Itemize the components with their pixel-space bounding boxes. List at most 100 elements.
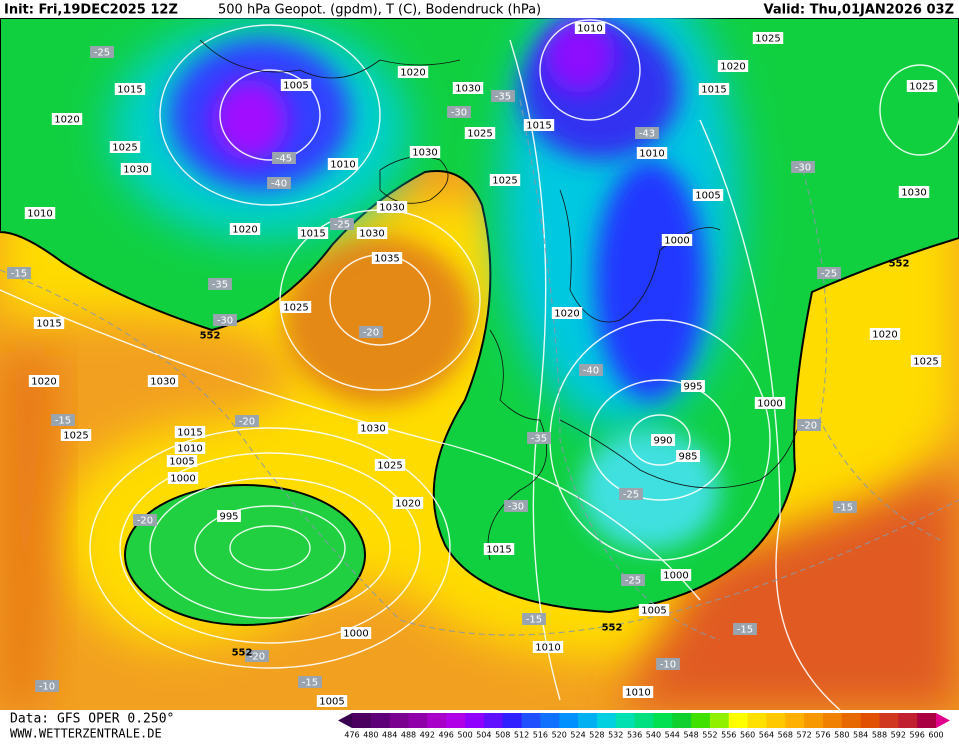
isobar-label-box — [910, 355, 942, 367]
height-label: 552 — [200, 331, 221, 342]
isobar-label-box — [661, 234, 693, 246]
colorbar-swatch — [540, 713, 560, 728]
isobar-label-box — [532, 641, 564, 653]
isobar-label: 1015 — [701, 85, 726, 96]
colorbar-swatch — [502, 713, 523, 728]
isobar-label: 1020 — [554, 309, 579, 320]
isobar-label: 1000 — [663, 571, 688, 582]
isobar-label-box — [340, 627, 372, 639]
temperature-label-box — [817, 267, 841, 279]
isobar-label-box — [397, 66, 429, 78]
colorbar-swatch — [483, 713, 504, 728]
colorbar-swatch — [634, 713, 654, 728]
isobar-label-box — [120, 163, 152, 175]
isobar-label-box — [167, 472, 199, 484]
isobar-label: 1010 — [330, 160, 355, 171]
colorbar-label: 480 — [363, 731, 378, 740]
temperature-label: -15 — [837, 503, 853, 514]
isobar-label-box — [33, 317, 65, 329]
colorbar-label: 576 — [815, 731, 830, 740]
isobar-label: 1005 — [283, 81, 308, 92]
colorbar-label: 600 — [928, 731, 943, 740]
isobar-label: 1015 — [117, 85, 142, 96]
temperature-label: -35 — [495, 92, 511, 103]
colorbar-label: 524 — [570, 731, 585, 740]
colorbar-arrow-right — [936, 713, 950, 728]
isobar-label-box — [280, 301, 312, 313]
temperature-label-box — [579, 364, 603, 376]
colorbar-label: 508 — [495, 731, 510, 740]
isobar-label: 1015 — [36, 319, 61, 330]
isobar-label-box — [681, 380, 705, 392]
temperature-label-box — [522, 613, 546, 625]
colorbar-label: 544 — [665, 731, 680, 740]
isobar-label-box — [898, 186, 930, 198]
temperature-label-box — [656, 658, 680, 670]
isobar-label: 990 — [653, 436, 672, 447]
isobar-label: 1025 — [112, 143, 137, 154]
isobar-label: 1000 — [170, 474, 195, 485]
colorbar-swatch — [785, 713, 805, 728]
temperature-label: -43 — [639, 129, 655, 140]
temperature-label-box — [359, 326, 383, 338]
temperature-label: -25 — [821, 269, 837, 280]
isobar-label-box — [409, 146, 441, 158]
temperature-label: -15 — [737, 625, 753, 636]
colorbar-swatch — [389, 713, 410, 728]
temperature-label-box — [330, 218, 354, 230]
temperature-label-box — [272, 152, 296, 164]
colorbar-swatch — [446, 713, 466, 728]
colorbar-label: 476 — [344, 731, 359, 740]
colorbar-label: 532 — [608, 731, 623, 740]
isobar-label-box — [217, 510, 241, 522]
isobar-label-box — [166, 455, 198, 467]
temperature-label-box — [90, 46, 114, 58]
height-label: 552 — [602, 623, 623, 634]
isobar-label-box — [551, 307, 583, 319]
temperature-label-box — [504, 500, 528, 512]
temperature-label-box — [619, 488, 643, 500]
isobar-label: 1030 — [379, 203, 404, 214]
colorbar-label: 488 — [401, 731, 416, 740]
colorbar-swatch — [352, 713, 372, 728]
temperature-label: -40 — [583, 366, 599, 377]
colorbar-label: 484 — [382, 731, 397, 740]
temperature-label: -20 — [363, 328, 379, 339]
temperature-label: -10 — [660, 660, 676, 671]
colorbar-label: 512 — [514, 731, 529, 740]
isobar-label-box — [297, 227, 329, 239]
isobar-label: 1005 — [169, 457, 194, 468]
temperature-label: -20 — [801, 421, 817, 432]
isobar-label-box — [174, 426, 206, 438]
temperature-label-box — [791, 161, 815, 173]
isobar-label: 1030 — [359, 229, 384, 240]
isobar-label-box — [717, 60, 749, 72]
colorbar-label: 516 — [533, 731, 548, 740]
isobar-label: 1035 — [374, 254, 399, 265]
isobar-label: 1020 — [400, 68, 425, 79]
isobar-label: 1030 — [150, 377, 175, 388]
isobar-label-box — [392, 497, 424, 509]
colorbar-swatch — [578, 713, 598, 728]
colorbar-label: 556 — [721, 731, 736, 740]
isobar-label-box — [754, 397, 786, 409]
map-title: 500 hPa Geopot. (gpdm), T (C), Bodendruc… — [218, 3, 541, 18]
colorbar-swatch — [653, 713, 673, 728]
isobar-label: 1020 — [720, 62, 745, 73]
temperature-label-box — [298, 676, 322, 688]
colorbar-label: 492 — [420, 731, 435, 740]
isobar-label-box — [51, 113, 83, 125]
height-label: 552 — [889, 259, 910, 270]
isobar-label-box — [109, 141, 141, 153]
isobar-label: 1010 — [625, 688, 650, 699]
isobar-label: 995 — [683, 382, 702, 393]
temperature-label-box — [51, 414, 75, 426]
isobar-label-box — [452, 82, 484, 94]
isobar-label: 1005 — [641, 606, 666, 617]
colorbar-swatch — [596, 713, 617, 728]
colorbar-swatch — [408, 713, 428, 728]
isobar-label: 1020 — [54, 115, 79, 126]
colorbar-swatch — [370, 713, 391, 728]
temperature-label-box — [35, 680, 59, 692]
temperature-label: -20 — [249, 652, 265, 663]
